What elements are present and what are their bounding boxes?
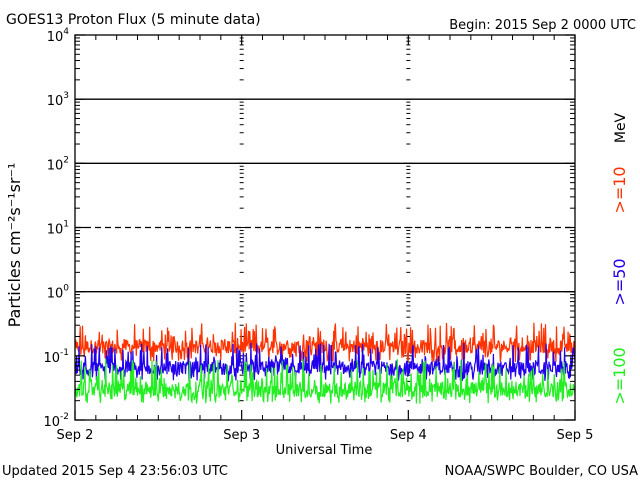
- legend-unit: MeV: [613, 112, 629, 143]
- legend-gt10: >=10: [610, 166, 629, 213]
- updated-label: Updated 2015 Sep 4 23:56:03 UTC: [2, 464, 228, 479]
- y-tick-label: 103: [47, 91, 69, 109]
- x-axis-label: Universal Time: [276, 443, 373, 458]
- y-axis-label: Particles cm⁻²s⁻¹sr⁻¹: [5, 163, 24, 328]
- x-tick-label: Sep 5: [557, 428, 594, 443]
- begin-label: Begin: 2015 Sep 2 0000 UTC: [449, 18, 636, 33]
- x-tick-label: Sep 4: [390, 428, 427, 443]
- y-tick-label: 101: [47, 220, 69, 238]
- y-tick-label: 10-2: [43, 412, 69, 430]
- series-line: [74, 358, 576, 405]
- legend-gt50: >=50: [610, 258, 629, 305]
- y-tick-label: 102: [47, 155, 69, 173]
- y-tick-label: 10-1: [43, 348, 69, 366]
- chart-title: GOES13 Proton Flux (5 minute data): [6, 12, 261, 28]
- x-tick-label: Sep 2: [57, 428, 94, 443]
- y-tick-label: 100: [47, 284, 70, 302]
- chart-axes: 10-2 10-1 100 101 102 103 104 Sep 2 Sep 3 Sep 4 Se…: [43, 27, 593, 443]
- chart-grid: [75, 37, 575, 421]
- credit-label: NOAA/SWPC Boulder, CO USA: [445, 464, 638, 479]
- chart-series: [74, 322, 576, 405]
- legend-gt100: >=100: [610, 347, 629, 404]
- series-line: [74, 322, 576, 363]
- x-tick-label: Sep 3: [223, 428, 260, 443]
- y-tick-label: 104: [47, 27, 70, 45]
